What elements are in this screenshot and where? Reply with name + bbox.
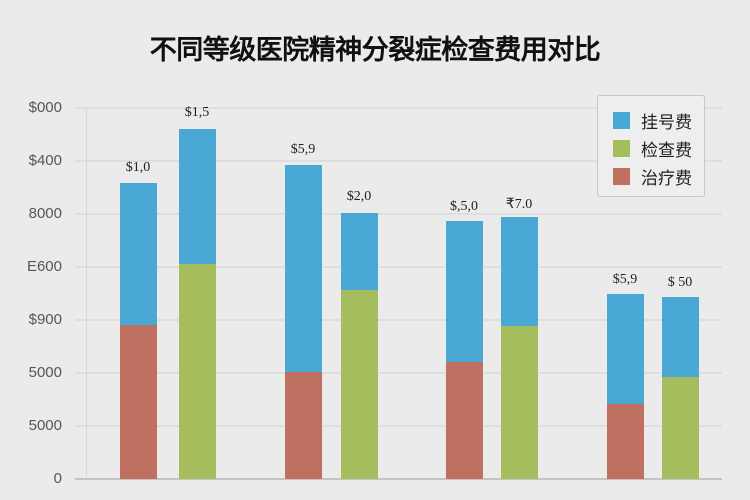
- bar-value-label: $5,9: [612, 272, 638, 287]
- y-tick-label: 8000: [28, 205, 62, 222]
- legend-item-registration-fee: 挂号费: [613, 108, 692, 133]
- segment-registration-fee: [446, 221, 483, 362]
- segment-treatment-fee: [120, 325, 157, 479]
- bar-group1-b: [179, 129, 216, 479]
- segment-registration-fee: [285, 165, 322, 372]
- y-tick-label: $000: [28, 99, 62, 116]
- segment-exam-fee: [501, 326, 538, 479]
- segment-treatment-fee: [285, 372, 322, 479]
- bar-group2-b: [341, 213, 378, 479]
- gridline: [75, 160, 722, 162]
- segment-registration-fee: [501, 217, 538, 326]
- legend-label: 治疗费: [641, 169, 692, 189]
- segment-registration-fee: [120, 183, 157, 325]
- y-tick-label: 5000: [28, 364, 62, 381]
- segment-exam-fee: [179, 264, 216, 479]
- legend-item-exam-fee: 检查费: [613, 136, 692, 161]
- gridline: [75, 107, 722, 109]
- bar-value-label: $1,0: [125, 160, 151, 175]
- bar-value-label: $2,0: [346, 189, 372, 204]
- x-axis-line: [75, 478, 722, 480]
- y-tick-label: E600: [26, 258, 62, 275]
- bar-value-label: $ 50: [667, 275, 693, 290]
- bar-group4-a: [607, 294, 644, 479]
- gridline: [75, 213, 722, 215]
- gridline: [75, 319, 722, 321]
- y-tick-label: 5000: [28, 417, 62, 434]
- legend: 挂号费 检查费 治疗费: [597, 95, 705, 197]
- bar-value-label: $1,5: [184, 105, 210, 120]
- legend-label: 检查费: [641, 141, 692, 161]
- bar-value-label: $,5,0: [450, 199, 478, 214]
- y-axis-line: [86, 108, 87, 480]
- segment-treatment-fee: [446, 362, 483, 479]
- bar-group1-a: [120, 183, 157, 479]
- bar-group4-b: [662, 297, 699, 479]
- gridline: [75, 372, 722, 374]
- chart-title: 不同等级医院精神分裂症检查费用对比: [149, 35, 601, 66]
- bar-group2-a: [285, 165, 322, 479]
- segment-treatment-fee: [607, 404, 644, 479]
- legend-label: 挂号费: [641, 113, 692, 133]
- segment-registration-fee: [341, 213, 378, 290]
- gridline: [75, 266, 722, 268]
- bar-value-label: ₹7.0: [505, 197, 533, 212]
- legend-swatch-red: [613, 168, 630, 185]
- bar-group3-a: [446, 221, 483, 479]
- segment-registration-fee: [662, 297, 699, 377]
- segment-registration-fee: [179, 129, 216, 264]
- y-tick-label: $900: [28, 311, 62, 328]
- legend-item-treatment-fee: 治疗费: [613, 164, 692, 189]
- bar-group3-b: [501, 217, 538, 479]
- segment-registration-fee: [607, 294, 644, 404]
- y-tick-label: 0: [53, 470, 62, 487]
- segment-exam-fee: [341, 290, 378, 479]
- segment-exam-fee: [662, 377, 699, 479]
- legend-swatch-blue: [613, 112, 630, 129]
- legend-swatch-green: [613, 140, 630, 157]
- bar-value-label: $5,9: [290, 142, 316, 157]
- y-tick-label: $400: [28, 152, 62, 169]
- gridline: [75, 425, 722, 427]
